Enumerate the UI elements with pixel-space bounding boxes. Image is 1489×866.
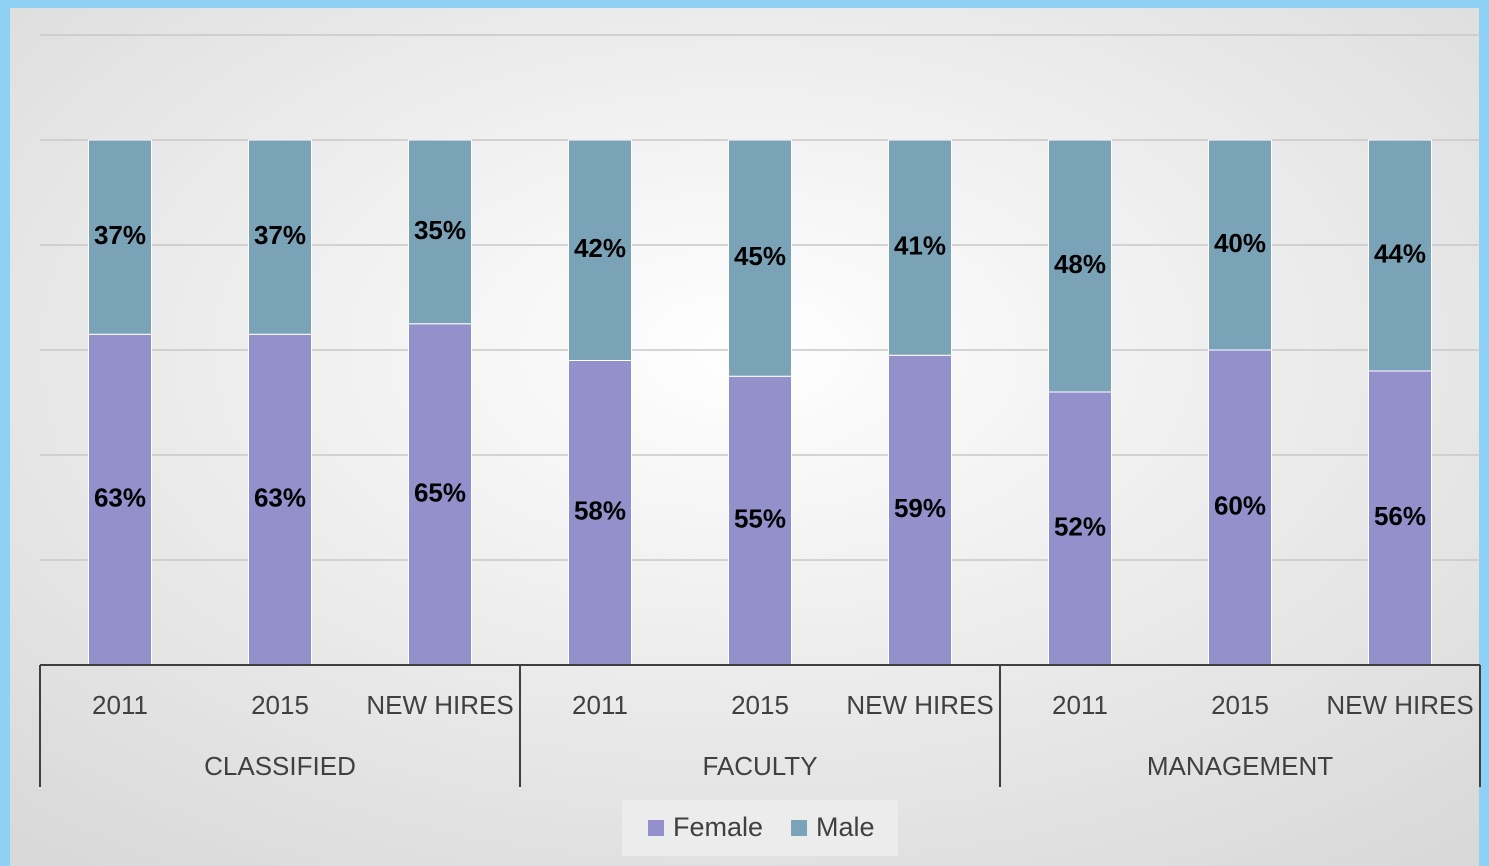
bar-segment (1368, 139, 1432, 372)
bar-segment (1368, 370, 1432, 666)
group-label: CLASSIFIED (204, 751, 356, 781)
x-tick-label: 2011 (572, 690, 628, 720)
bar-segment (568, 360, 632, 666)
data-label: 60% (1214, 490, 1266, 520)
x-tick-label: 2015 (731, 690, 789, 720)
bar-segment (568, 139, 632, 361)
x-tick-label: 2015 (251, 690, 309, 720)
bar-segment (408, 323, 472, 666)
legend-swatch (791, 820, 808, 836)
data-label: 56% (1374, 501, 1426, 531)
x-tick-label: 2011 (1052, 690, 1108, 720)
data-label: 37% (94, 220, 146, 250)
legend-label: Male (816, 812, 875, 842)
data-label: 63% (94, 483, 146, 513)
group-label: MANAGEMENT (1147, 751, 1333, 781)
data-label: 42% (574, 233, 626, 263)
bar-segment (88, 333, 152, 666)
data-label: 45% (734, 241, 786, 271)
legend-label: Female (673, 812, 763, 842)
data-label: 35% (414, 215, 466, 245)
bar-segment (1208, 139, 1272, 351)
data-label: 65% (414, 477, 466, 507)
x-tick-label: NEW HIRES (846, 690, 993, 720)
data-label: 63% (254, 483, 306, 513)
bar-segment (408, 139, 472, 325)
data-label: 58% (574, 496, 626, 526)
bar-segment (728, 375, 792, 666)
data-label: 55% (734, 504, 786, 534)
x-tick-label: NEW HIRES (366, 690, 513, 720)
bar-segment (1048, 391, 1112, 666)
data-label: 59% (894, 493, 946, 523)
data-label: 41% (894, 231, 946, 261)
data-label: 44% (1374, 238, 1426, 268)
data-label: 48% (1054, 249, 1106, 279)
bar-segment (88, 139, 152, 335)
bar-segment (728, 139, 792, 377)
bar-segment (1208, 349, 1272, 666)
data-label: 52% (1054, 511, 1106, 541)
bar-segment (888, 139, 952, 356)
bar-segment (248, 139, 312, 335)
x-tick-label: 2015 (1211, 690, 1269, 720)
group-label: FACULTY (702, 751, 817, 781)
x-tick-label: NEW HIRES (1326, 690, 1473, 720)
bar-segment (888, 354, 952, 666)
bar-segment (1048, 139, 1112, 393)
data-label: 37% (254, 220, 306, 250)
x-tick-label: 2011 (92, 690, 148, 720)
data-label: 40% (1214, 228, 1266, 258)
legend-swatch (648, 820, 664, 836)
legend-box (622, 800, 898, 856)
